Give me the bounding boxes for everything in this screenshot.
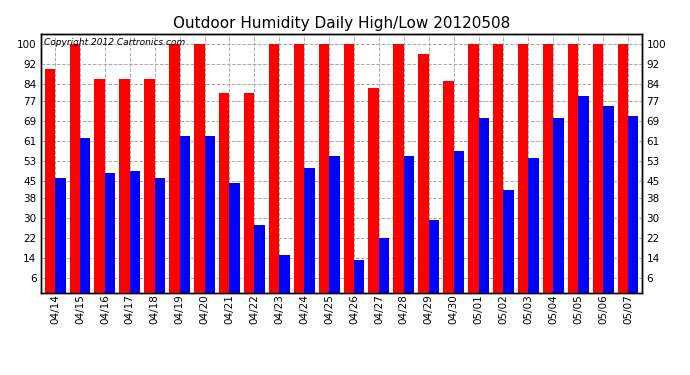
Bar <box>344 44 354 292</box>
Bar <box>443 81 453 292</box>
Bar <box>219 93 230 292</box>
Bar <box>453 151 464 292</box>
Bar <box>468 44 479 292</box>
Bar <box>404 156 414 292</box>
Bar <box>304 168 315 292</box>
Bar <box>319 44 329 292</box>
Bar <box>628 116 638 292</box>
Bar <box>194 44 204 292</box>
Bar <box>45 69 55 292</box>
Bar <box>80 138 90 292</box>
Bar <box>105 173 115 292</box>
Title: Outdoor Humidity Daily High/Low 20120508: Outdoor Humidity Daily High/Low 20120508 <box>173 16 510 31</box>
Bar <box>269 44 279 292</box>
Bar <box>479 118 489 292</box>
Bar <box>119 78 130 292</box>
Bar <box>179 136 190 292</box>
Bar <box>543 44 553 292</box>
Bar <box>255 225 265 292</box>
Bar <box>244 93 255 292</box>
Bar <box>529 158 539 292</box>
Bar <box>518 44 529 292</box>
Bar <box>329 156 339 292</box>
Bar <box>578 96 589 292</box>
Bar <box>144 78 155 292</box>
Bar <box>493 44 504 292</box>
Bar <box>379 238 389 292</box>
Text: Copyright 2012 Cartronics.com: Copyright 2012 Cartronics.com <box>44 38 186 46</box>
Bar <box>418 54 428 292</box>
Bar <box>204 136 215 292</box>
Bar <box>593 44 603 292</box>
Bar <box>603 106 613 292</box>
Bar <box>169 44 179 292</box>
Bar <box>618 44 628 292</box>
Bar <box>368 88 379 292</box>
Bar <box>294 44 304 292</box>
Bar <box>568 44 578 292</box>
Bar <box>95 78 105 292</box>
Bar <box>393 44 404 292</box>
Bar <box>428 220 440 292</box>
Bar <box>55 178 66 292</box>
Bar <box>230 183 240 292</box>
Bar <box>155 178 165 292</box>
Bar <box>553 118 564 292</box>
Bar <box>354 260 364 292</box>
Bar <box>279 255 290 292</box>
Bar <box>504 190 514 292</box>
Bar <box>130 171 140 292</box>
Bar <box>70 44 80 292</box>
